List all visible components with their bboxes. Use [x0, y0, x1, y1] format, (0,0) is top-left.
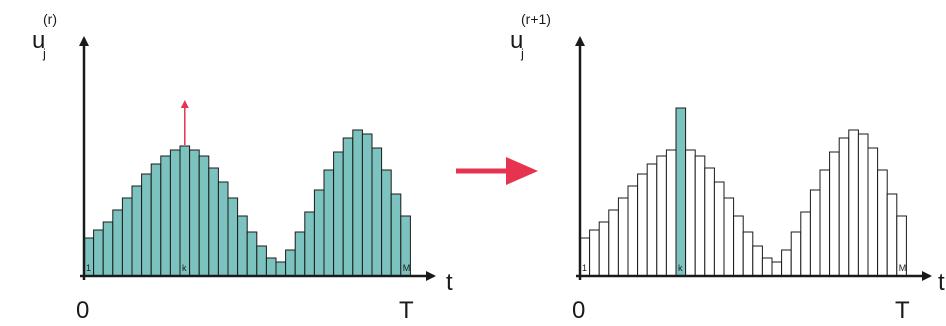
histogram-bar	[313, 189, 325, 277]
histogram-bar	[342, 137, 354, 277]
histogram-bar	[637, 173, 648, 277]
left-x-label: t	[446, 269, 453, 296]
histogram-bar	[790, 231, 802, 277]
histogram-bar	[867, 147, 879, 277]
histogram-bar	[848, 129, 859, 277]
histogram-bar	[646, 163, 658, 277]
transition-arrow	[456, 157, 538, 185]
histogram-bar	[198, 155, 210, 277]
right-x-label: t	[938, 269, 945, 296]
histogram-bar	[275, 261, 287, 277]
right-bar-index-last: M	[899, 263, 907, 273]
histogram-bar	[237, 215, 248, 277]
right-y-label-base: u	[510, 27, 523, 54]
left-y-label-base: u	[32, 27, 45, 54]
histogram-bar	[742, 231, 754, 277]
histogram-bar	[733, 215, 744, 277]
histogram-bar-k	[675, 107, 687, 277]
histogram-bar-k	[179, 145, 191, 277]
histogram-bar	[112, 209, 123, 277]
histogram-bar	[694, 155, 706, 277]
histogram-bar	[121, 197, 133, 277]
histogram-bar	[617, 197, 629, 277]
histogram-bar	[246, 231, 258, 277]
histogram-bar	[208, 167, 219, 277]
histogram-bar	[829, 151, 840, 277]
histogram-bar	[598, 221, 610, 277]
histogram-bar	[217, 181, 229, 277]
histogram-bar	[304, 211, 315, 277]
right-bar-index-k: k	[678, 263, 683, 273]
histogram-bar	[285, 249, 296, 277]
histogram-bar	[131, 185, 143, 277]
histogram-bar	[141, 173, 152, 277]
histogram-bar	[838, 137, 850, 277]
left-origin-label: 0	[76, 297, 89, 324]
histogram-bar	[160, 155, 171, 277]
left-bar-index-k: k	[182, 263, 187, 273]
histogram-bar	[323, 169, 335, 277]
left-bars	[83, 129, 411, 277]
histogram-bar	[102, 221, 114, 277]
left-histogram-panel: u j (r) t 0 T 1 k M	[32, 11, 453, 324]
right-bar-index-first: 1	[582, 263, 587, 273]
histogram-bar	[800, 211, 811, 277]
histogram-bar	[189, 149, 200, 277]
histogram-bar	[361, 133, 373, 277]
histogram-bar	[704, 167, 715, 277]
histogram-bar	[761, 257, 773, 277]
right-origin-label: 0	[572, 297, 585, 324]
histogram-bar	[877, 169, 888, 277]
histogram-bar	[352, 129, 363, 277]
right-y-label-sub: j	[520, 46, 524, 61]
histogram-bar	[886, 193, 898, 277]
histogram-bar	[371, 147, 383, 277]
histogram-bar	[781, 249, 792, 277]
histogram-bar	[169, 149, 181, 277]
histogram-bar	[771, 261, 783, 277]
histogram-bar	[93, 229, 104, 277]
histogram-bar	[381, 169, 392, 277]
histogram-bar	[665, 149, 677, 277]
right-end-label: T	[895, 297, 910, 324]
histogram-bar	[857, 133, 869, 277]
histogram-bar	[265, 257, 277, 277]
right-histogram-panel: u j (r+1) t 0 T 1 k M	[510, 11, 945, 324]
histogram-bar	[713, 181, 725, 277]
histogram-bar	[150, 163, 162, 277]
histogram-bar	[227, 197, 239, 277]
histogram-bar	[333, 151, 344, 277]
left-end-label: T	[399, 297, 414, 324]
histogram-bar	[723, 197, 735, 277]
histogram-bar	[809, 189, 821, 277]
histogram-bar	[685, 149, 696, 277]
left-y-label-sup: (r)	[43, 11, 57, 27]
left-bar-index-first: 1	[86, 263, 91, 273]
right-bars	[579, 107, 907, 277]
histogram-bar	[294, 231, 306, 277]
histogram-bar	[627, 185, 639, 277]
histogram-bar	[819, 169, 831, 277]
histogram-bar	[752, 245, 763, 277]
left-y-label-sub: j	[42, 46, 46, 61]
histogram-bar	[390, 193, 402, 277]
histogram-bar	[656, 155, 667, 277]
left-bar-index-last: M	[403, 263, 411, 273]
histogram-bar	[608, 209, 619, 277]
histogram-bar	[589, 229, 600, 277]
histogram-bar	[256, 245, 267, 277]
right-y-label-sup: (r+1)	[521, 11, 551, 27]
